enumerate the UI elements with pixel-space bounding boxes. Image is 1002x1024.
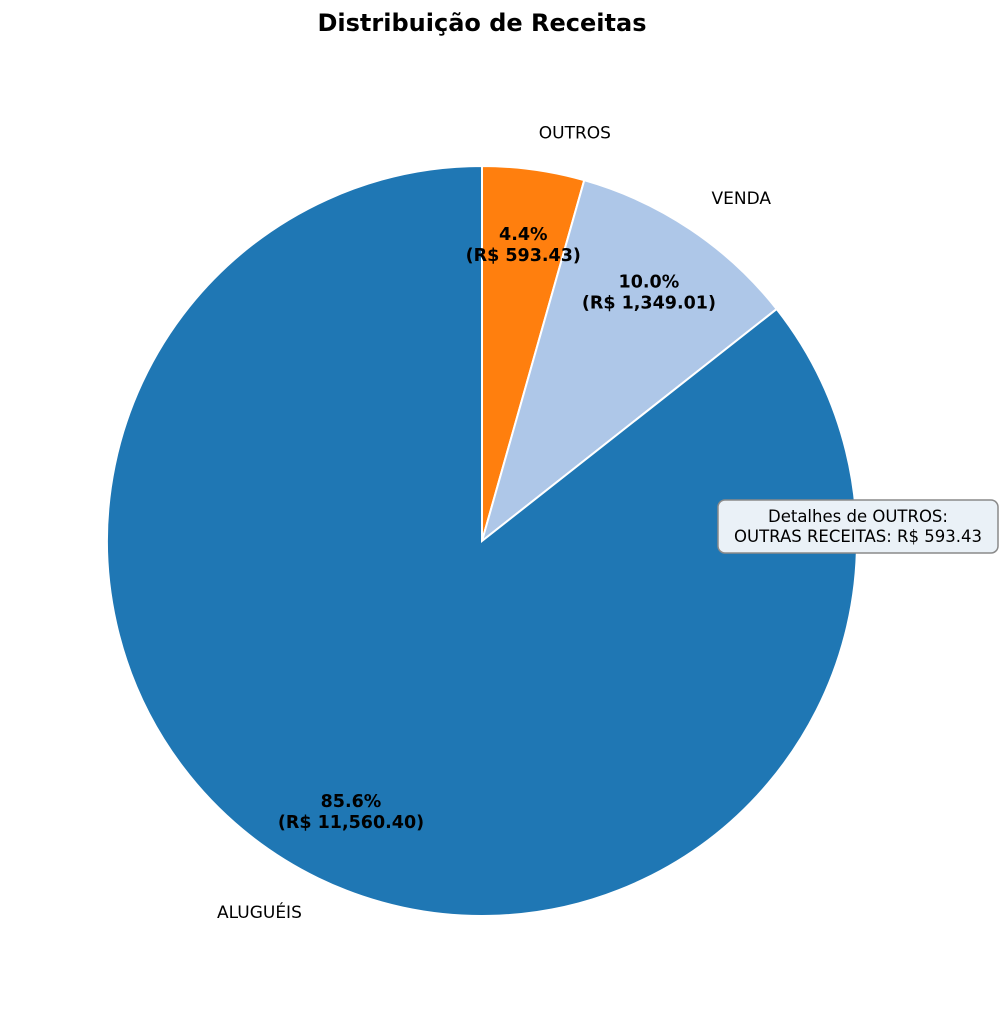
annotation-box: Detalhes de OUTROS: OUTRAS RECEITAS: R$ … <box>717 499 999 554</box>
slice-label-aluguéis: ALUGUÉIS <box>217 901 302 923</box>
annotation-line-1: Detalhes de OUTROS: <box>768 507 948 526</box>
annotation-box-frame <box>717 499 999 554</box>
slice-value-outros: (R$ 593.43) <box>466 246 581 266</box>
slice-value-aluguéis: (R$ 11,560.40) <box>278 813 424 833</box>
pie-slices <box>106 164 858 917</box>
slice-percent-venda: 10.0% <box>619 273 680 293</box>
pie-labels: OUTROS 4.4%(R$ 593.43) VENDA 10.0%(R$ 1,349… <box>217 123 771 923</box>
slice-label-outros: OUTROS <box>539 123 611 143</box>
slice-percent-aluguéis: 85.6% <box>321 792 382 812</box>
annotation-line-2: OUTRAS RECEITAS: R$ 593.43 <box>734 527 982 546</box>
slice-label-venda: VENDA <box>711 189 771 209</box>
slice-value-venda: (R$ 1,349.01) <box>582 294 716 314</box>
pie-slice-aluguéis <box>106 164 858 917</box>
slice-percent-outros: 4.4% <box>499 225 548 245</box>
chart-title: Distribuição de Receitas <box>318 9 647 37</box>
pie-slice-venda <box>480 178 779 544</box>
